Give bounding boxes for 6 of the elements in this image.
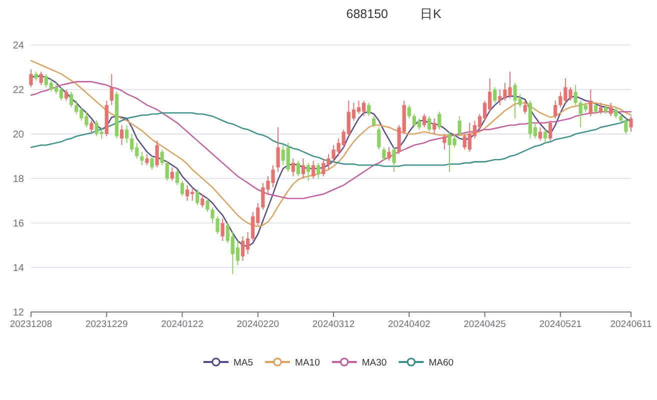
title: 688150 bbox=[346, 7, 388, 21]
legend-label: MA60 bbox=[428, 358, 454, 368]
legend-label: MA5 bbox=[233, 358, 254, 368]
legend-label: MA30 bbox=[362, 358, 387, 368]
subtitle: 日K bbox=[420, 7, 442, 21]
legend-label: MA10 bbox=[295, 358, 320, 368]
